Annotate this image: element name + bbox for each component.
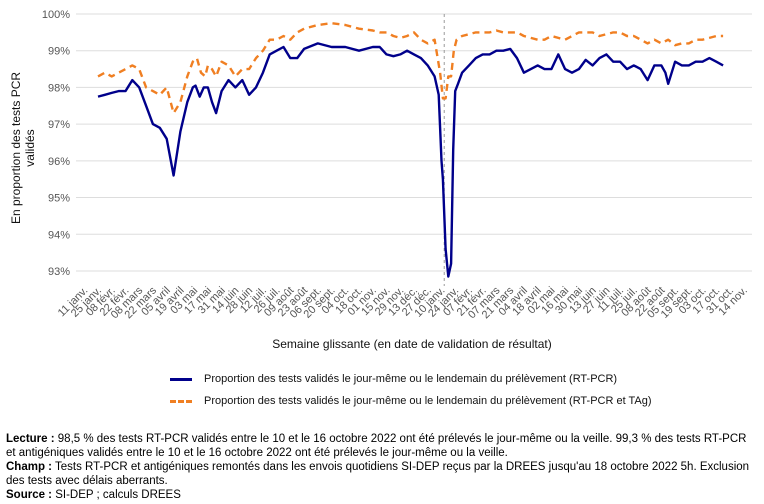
- gridlines: [76, 13, 752, 272]
- legend-item-rtpcr: Proportion des tests validés le jour-mêm…: [170, 368, 652, 390]
- series-line-rtpcr-tag: [97, 22, 724, 115]
- y-tick-label: 94%: [48, 229, 70, 241]
- x-axis-ticks: 11 janv.25 janv.08 févr.22 févr.08 mars2…: [56, 284, 750, 321]
- note-source-label: Source :: [6, 489, 53, 501]
- y-tick-label: 99%: [48, 46, 70, 58]
- y-axis-ticks: 93% 94% 95% 96% 97% 98% 99% 100%: [42, 9, 70, 278]
- note-source: Source : SI-DEP ; calculs DREES: [6, 488, 758, 502]
- y-axis-title-line-1: En proportion des tests PCR: [9, 72, 23, 224]
- legend-label-rtpcr-tag: Proportion des tests validés le jour-mêm…: [204, 395, 652, 407]
- series-lines: [97, 22, 724, 278]
- legend-swatch-dashed: [170, 399, 192, 403]
- note-champ-text: Tests RT-PCR et antigéniques remontés da…: [6, 461, 750, 487]
- legend-swatch-solid: [170, 377, 192, 381]
- y-tick-label: 97%: [48, 119, 70, 131]
- note-lecture: Lecture : 98,5 % des tests RT-PCR validé…: [6, 432, 758, 460]
- note-lecture-label: Lecture :: [6, 433, 55, 445]
- x-axis-title: Semaine glissante (en date de validation…: [272, 337, 552, 351]
- y-tick-label: 100%: [42, 9, 70, 21]
- legend: Proportion des tests validés le jour-mêm…: [170, 368, 652, 412]
- legend-label-rtpcr: Proportion des tests validés le jour-mêm…: [204, 373, 618, 385]
- note-lecture-text: 98,5 % des tests RT-PCR validés entre le…: [6, 433, 747, 459]
- y-axis-title-line-2: validés: [23, 129, 37, 166]
- legend-item-rtpcr-tag: Proportion des tests validés le jour-mêm…: [170, 390, 652, 412]
- y-tick-label: 93%: [48, 266, 70, 278]
- series-line-rtpcr: [97, 42, 724, 278]
- line-chart: 93% 94% 95% 96% 97% 98% 99% 100% 11 janv.25 jan…: [9, 9, 752, 351]
- y-tick-label: 96%: [48, 156, 70, 168]
- y-tick-label: 95%: [48, 193, 70, 205]
- note-champ: Champ : Tests RT-PCR et antigéniques rem…: [6, 460, 758, 488]
- note-champ-label: Champ :: [6, 461, 52, 473]
- note-source-text: SI-DEP ; calculs DREES: [52, 489, 181, 501]
- y-tick-label: 98%: [48, 82, 70, 94]
- chart-notes: Lecture : 98,5 % des tests RT-PCR validé…: [6, 432, 758, 502]
